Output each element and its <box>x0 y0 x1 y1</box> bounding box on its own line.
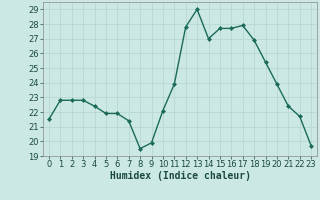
X-axis label: Humidex (Indice chaleur): Humidex (Indice chaleur) <box>109 171 251 181</box>
